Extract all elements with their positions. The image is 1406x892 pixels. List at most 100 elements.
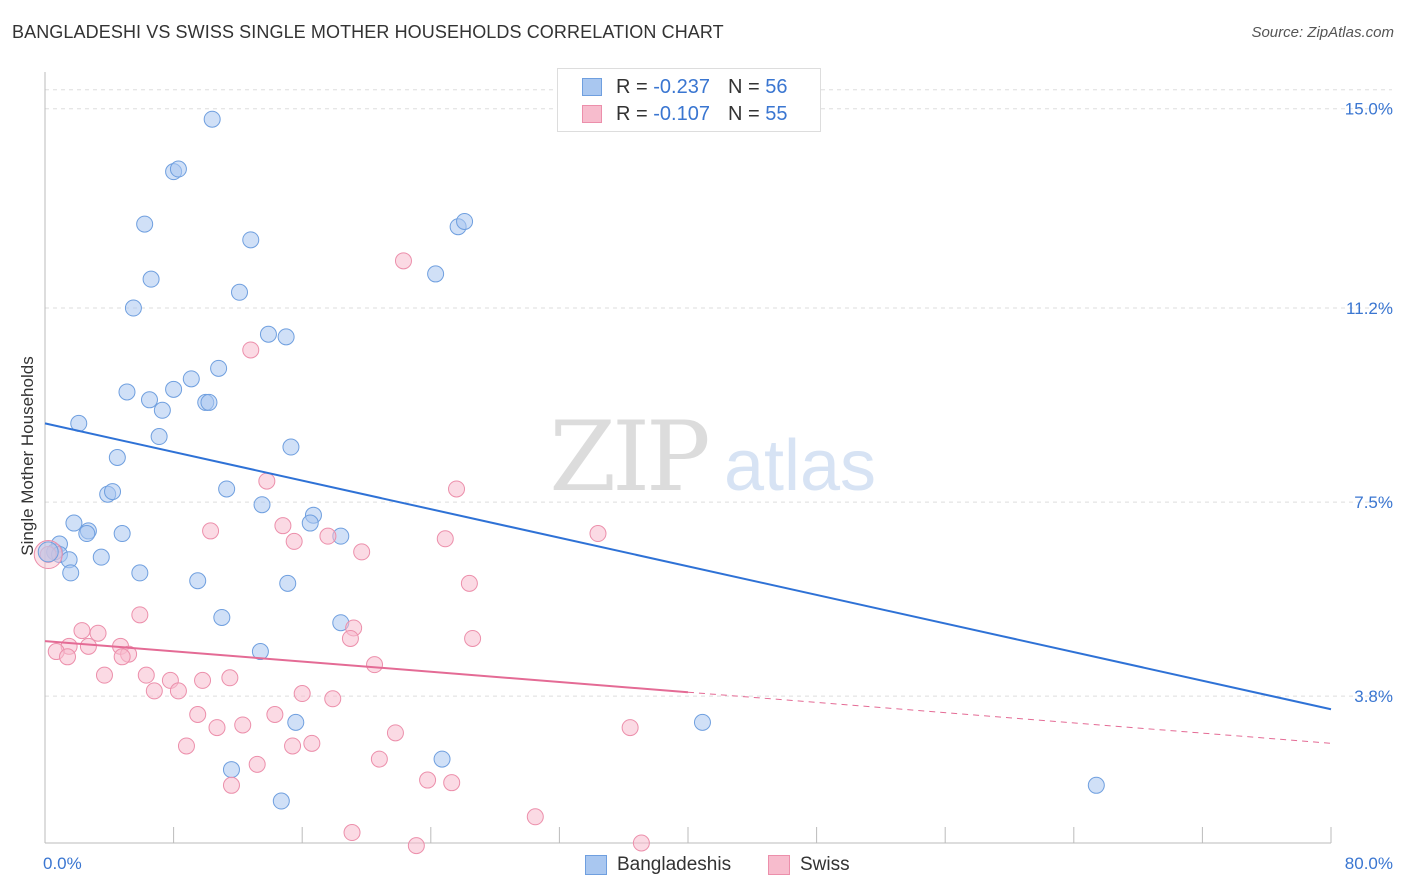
y-tick-label: 11.2% [1346,299,1393,318]
tick-label-layer: 3.8% 7.5% 11.2% 15.0% 0.0% 80.0% [43,100,1393,873]
point-bangladeshis [65,514,83,532]
watermark: ZIP atlas [549,401,876,513]
point-swiss [303,734,321,752]
point-swiss [343,824,361,842]
y-tick-label: 15.0% [1345,100,1393,119]
legend-swatch-bangladeshis [585,855,607,875]
legend-row-bangladeshis: R = -0.237 N = 56 [582,75,787,99]
point-bangladeshis [131,564,149,582]
point-bangladeshis [253,496,271,514]
point-swiss [621,719,639,737]
point-bangladeshis [427,265,445,283]
legend-swatch-swiss [768,855,790,875]
series-legend-swiss: Swiss [768,852,850,878]
source-label: Source: ZipAtlas.com [1251,24,1394,41]
legend-n-value: 56 [765,75,788,98]
point-bangladeshis [218,480,236,498]
legend-swatch-swiss [582,105,602,123]
legend-n-label: N = [727,102,760,125]
point-swiss [526,808,544,826]
point-swiss [319,527,337,545]
point-swiss [284,737,302,755]
point-bangladeshis [282,438,300,456]
x-tick-label: 80.0% [1345,854,1393,873]
trend-line-bangladeshis [44,422,1332,711]
point-swiss [589,525,607,543]
point-swiss [242,341,260,359]
legend-row-swiss: R = -0.107 N = 55 [582,102,787,126]
point-bangladeshis [140,391,158,409]
point-bangladeshis [456,212,474,230]
point-bangladeshis [279,574,297,592]
point-bangladeshis [251,643,269,661]
trend-layer [44,422,1332,744]
point-swiss [324,690,342,708]
y-tick-label: 7.5% [1354,493,1393,512]
trend-line-swiss-extension [687,691,1332,744]
point-bangladeshis [301,514,319,532]
point-swiss [208,719,226,737]
point-bangladeshis [242,231,260,249]
point-bangladeshis [124,299,142,317]
point-bangladeshis [108,449,126,466]
point-swiss [366,656,384,674]
legend-label-bangladeshis: Bangladeshis [617,854,732,875]
point-bangladeshis [210,359,228,377]
point-swiss [89,624,107,642]
trend-line-swiss [44,640,689,694]
point-bangladeshis [169,160,187,178]
point-swiss [353,543,371,561]
point-bangladeshis [62,564,80,582]
point-bangladeshis [78,525,96,543]
point-bangladeshis [222,761,240,779]
point-swiss [73,622,91,640]
watermark-zip: ZIP [549,401,708,513]
point-bangladeshis [693,713,711,731]
series-legend-bangladeshis: Bangladeshis [585,852,731,878]
legend-r-label: R = [616,75,648,98]
point-swiss [285,532,303,550]
point-bangladeshis [213,608,231,626]
point-swiss [177,737,195,755]
point-swiss [79,637,97,655]
point-swiss [145,682,163,700]
point-bangladeshis [203,110,221,128]
point-swiss [258,472,276,490]
point-swiss [137,666,155,684]
point-bangladeshis [259,325,277,343]
legend-n-value: 55 [765,102,788,125]
point-bangladeshis [153,401,171,419]
point-bangladeshis [104,483,122,501]
watermark-atlas: atlas [724,426,876,506]
point-swiss [194,671,212,689]
point-swiss [202,522,220,540]
x-tick-label: 0.0% [43,854,82,873]
legend-n-label: N = [727,75,760,98]
points-layer [33,110,1105,855]
legend-label-swiss: Swiss [800,854,850,875]
legend-swatch-bangladeshis [582,78,602,96]
grid-layer [45,89,1392,697]
point-swiss [632,834,650,852]
point-swiss [222,776,240,794]
point-swiss [407,837,425,855]
point-bangladeshis [272,792,290,810]
point-bangladeshis [118,383,136,401]
y-tick-label: 3.8% [1354,687,1393,706]
point-swiss [95,666,113,684]
point-bangladeshis [113,525,131,543]
point-swiss [274,517,292,535]
point-swiss [189,706,207,723]
point-swiss [386,724,404,742]
point-bangladeshis [231,283,249,301]
point-swiss [131,606,149,624]
point-bangladeshis [433,750,451,768]
point-swiss [113,648,131,666]
point-bangladeshis [92,548,110,566]
point-bangladeshis [189,572,207,590]
chart-title: BANGLADESHI VS SWISS SINGLE MOTHER HOUSE… [12,22,724,42]
legend-r-label: R = [616,102,648,125]
point-swiss [234,716,252,734]
point-swiss [436,530,454,548]
